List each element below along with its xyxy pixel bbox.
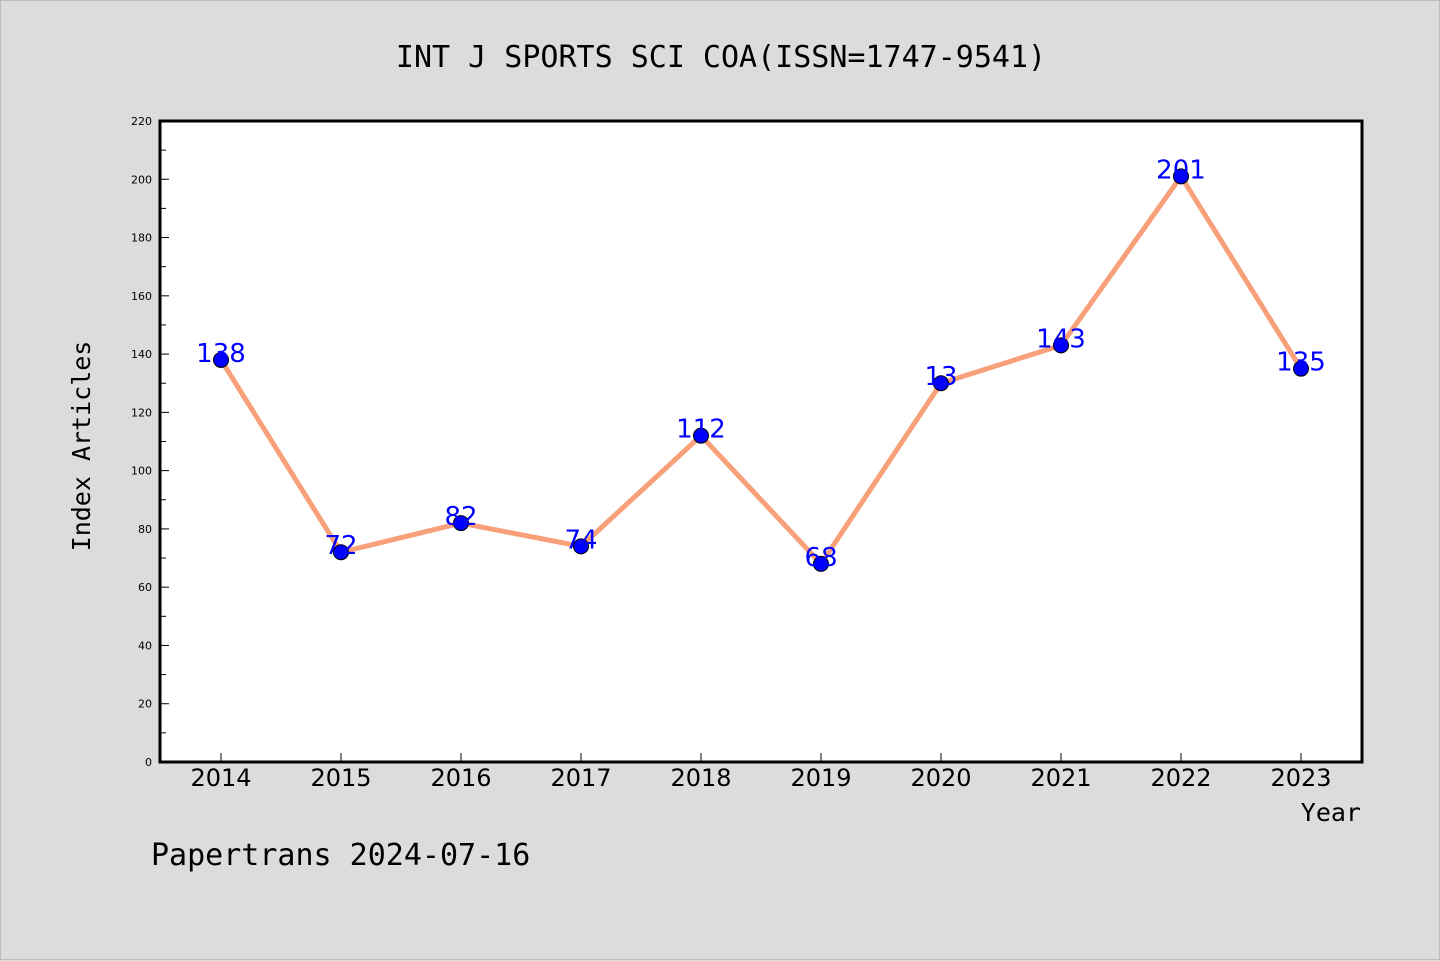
y-tick-label: 20: [138, 698, 152, 711]
data-series: [213, 168, 1309, 572]
y-tick-label: 120: [131, 406, 152, 419]
x-tick-label: 2016: [430, 764, 491, 792]
data-point: [693, 427, 709, 444]
x-tick-label: 2015: [310, 764, 371, 792]
data-point: [1293, 360, 1309, 377]
data-label: 72: [324, 531, 357, 561]
data-point: [1053, 337, 1069, 354]
data-point: [933, 375, 949, 392]
y-axis-label: Index Articles: [67, 341, 96, 552]
y-tick-label: 200: [131, 173, 152, 186]
x-axis: 2014 2015 2016 2017 2018 2019 2020 2021 2022 2023: [190, 753, 1332, 792]
x-axis-label: Year: [1301, 798, 1361, 827]
data-label: 138: [196, 339, 246, 369]
x-tick-label: 2018: [670, 764, 731, 792]
x-tick-label: 2022: [1150, 764, 1211, 792]
y-axis: 0 20 40 60 80 100 120 140 160 180 200 220: [131, 115, 169, 769]
data-point: [213, 351, 229, 368]
data-label: 201: [1156, 155, 1206, 185]
y-tick-label: 220: [131, 115, 152, 128]
data-point: [333, 544, 349, 561]
y-tick-label: 60: [138, 581, 152, 594]
data-point: [573, 538, 589, 555]
data-labels: 138 72 82 74 112 68 13 143 201 135: [196, 155, 1326, 573]
data-label: 13: [924, 362, 957, 392]
y-tick-label: 40: [138, 639, 152, 652]
y-tick-label: 100: [131, 465, 152, 478]
y-tick-label: 160: [131, 290, 152, 303]
y-tick-label: 0: [145, 756, 152, 769]
data-point: [813, 555, 829, 572]
data-point: [453, 515, 469, 532]
data-label: 135: [1276, 348, 1326, 378]
x-tick-label: 2014: [190, 764, 251, 792]
series-line: [218, 173, 1304, 567]
x-tick-label: 2021: [1030, 764, 1091, 792]
chart-title: INT J SPORTS SCI COA(ISSN=1747-9541): [396, 40, 1046, 75]
x-tick-label: 2020: [910, 764, 971, 792]
data-label: 74: [564, 525, 597, 555]
data-label: 82: [444, 502, 477, 532]
y-tick-label: 80: [138, 523, 152, 536]
y-tick-label: 180: [131, 232, 152, 245]
data-label: 68: [804, 543, 837, 573]
data-label: 112: [676, 415, 726, 445]
footer-credit: Papertrans 2024-07-16: [151, 838, 530, 873]
plot-area: [158, 119, 1364, 764]
x-tick-label: 2019: [790, 764, 851, 792]
x-tick-label: 2017: [550, 764, 611, 792]
data-label: 143: [1036, 324, 1086, 354]
x-tick-label: 2023: [1270, 764, 1331, 792]
y-tick-label: 140: [131, 348, 152, 361]
data-point: [1173, 168, 1189, 185]
